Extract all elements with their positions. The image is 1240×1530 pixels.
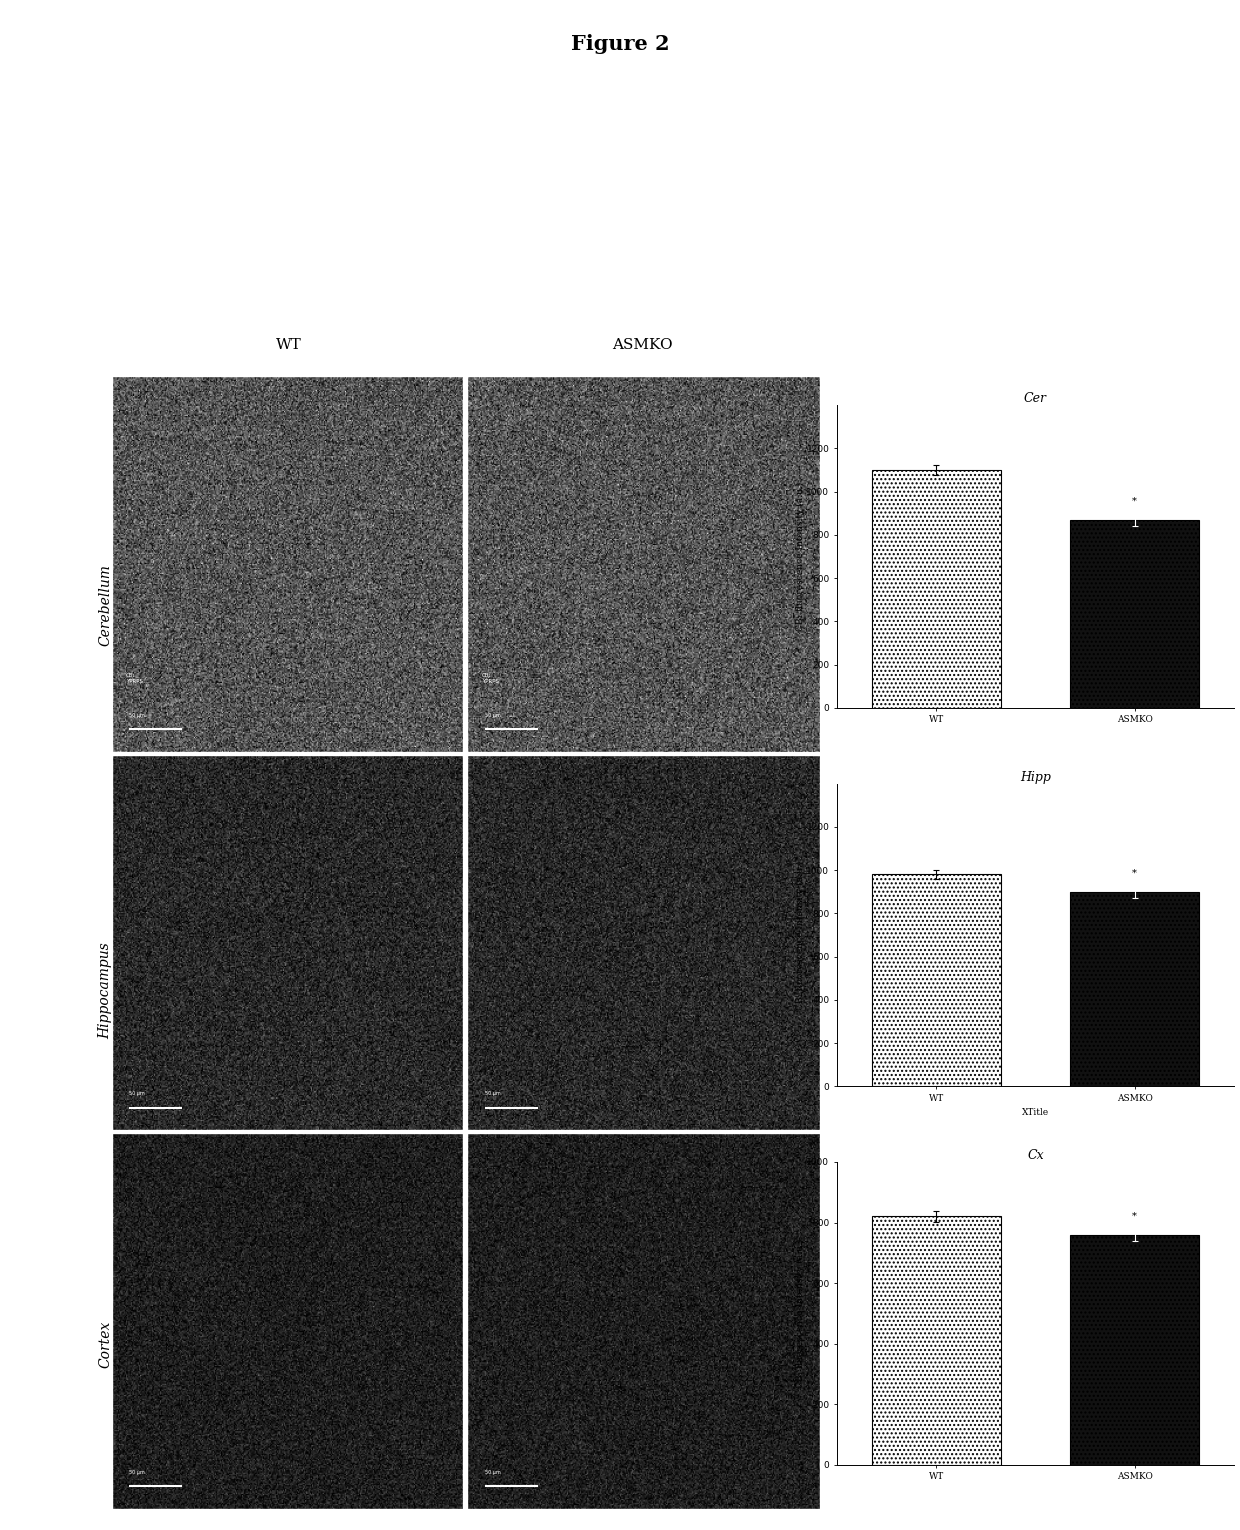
X-axis label: XTitle: XTitle	[1022, 1108, 1049, 1117]
Text: *: *	[1132, 497, 1137, 506]
Text: Figure 2: Figure 2	[570, 34, 670, 54]
Bar	[1070, 520, 1199, 708]
Bar	[1070, 1235, 1199, 1464]
Bar	[872, 1216, 1001, 1464]
Text: *: *	[1132, 1212, 1137, 1221]
Text: Cerebellum: Cerebellum	[98, 565, 113, 646]
Text: Hippocampus: Hippocampus	[98, 942, 113, 1039]
Text: 50 μm: 50 μm	[485, 1470, 501, 1475]
Text: 50 μm: 50 μm	[485, 713, 501, 718]
Y-axis label: CB₁ fluorescence Intensity (a.u.): CB₁ fluorescence Intensity (a.u.)	[796, 482, 805, 630]
Text: WT: WT	[275, 338, 301, 352]
Title: Cer: Cer	[1024, 392, 1047, 405]
Text: 50 μm: 50 μm	[129, 1091, 145, 1097]
Text: CB₁
YPRPS: CB₁ YPRPS	[481, 673, 498, 684]
Bar	[872, 874, 1001, 1086]
Bar	[872, 470, 1001, 708]
Text: 50 μm: 50 μm	[129, 713, 145, 718]
Title: Hipp: Hipp	[1021, 771, 1050, 783]
Text: 50 μm: 50 μm	[485, 1091, 501, 1097]
Bar	[1070, 892, 1199, 1086]
Y-axis label: CB₁ fluorescence Intensity (a.u.): CB₁ fluorescence Intensity (a.u.)	[796, 1239, 805, 1388]
Title: Cx: Cx	[1027, 1149, 1044, 1161]
Text: ASMKO: ASMKO	[613, 338, 672, 352]
Text: CB₁
YPRPS: CB₁ YPRPS	[125, 673, 143, 684]
Text: *: *	[1132, 869, 1137, 878]
Y-axis label: CB₁ fluorescence Intensity (a.u.): CB₁ fluorescence Intensity (a.u.)	[796, 860, 805, 1010]
Text: Cortex: Cortex	[98, 1320, 113, 1368]
Text: 50 μm: 50 μm	[129, 1470, 145, 1475]
